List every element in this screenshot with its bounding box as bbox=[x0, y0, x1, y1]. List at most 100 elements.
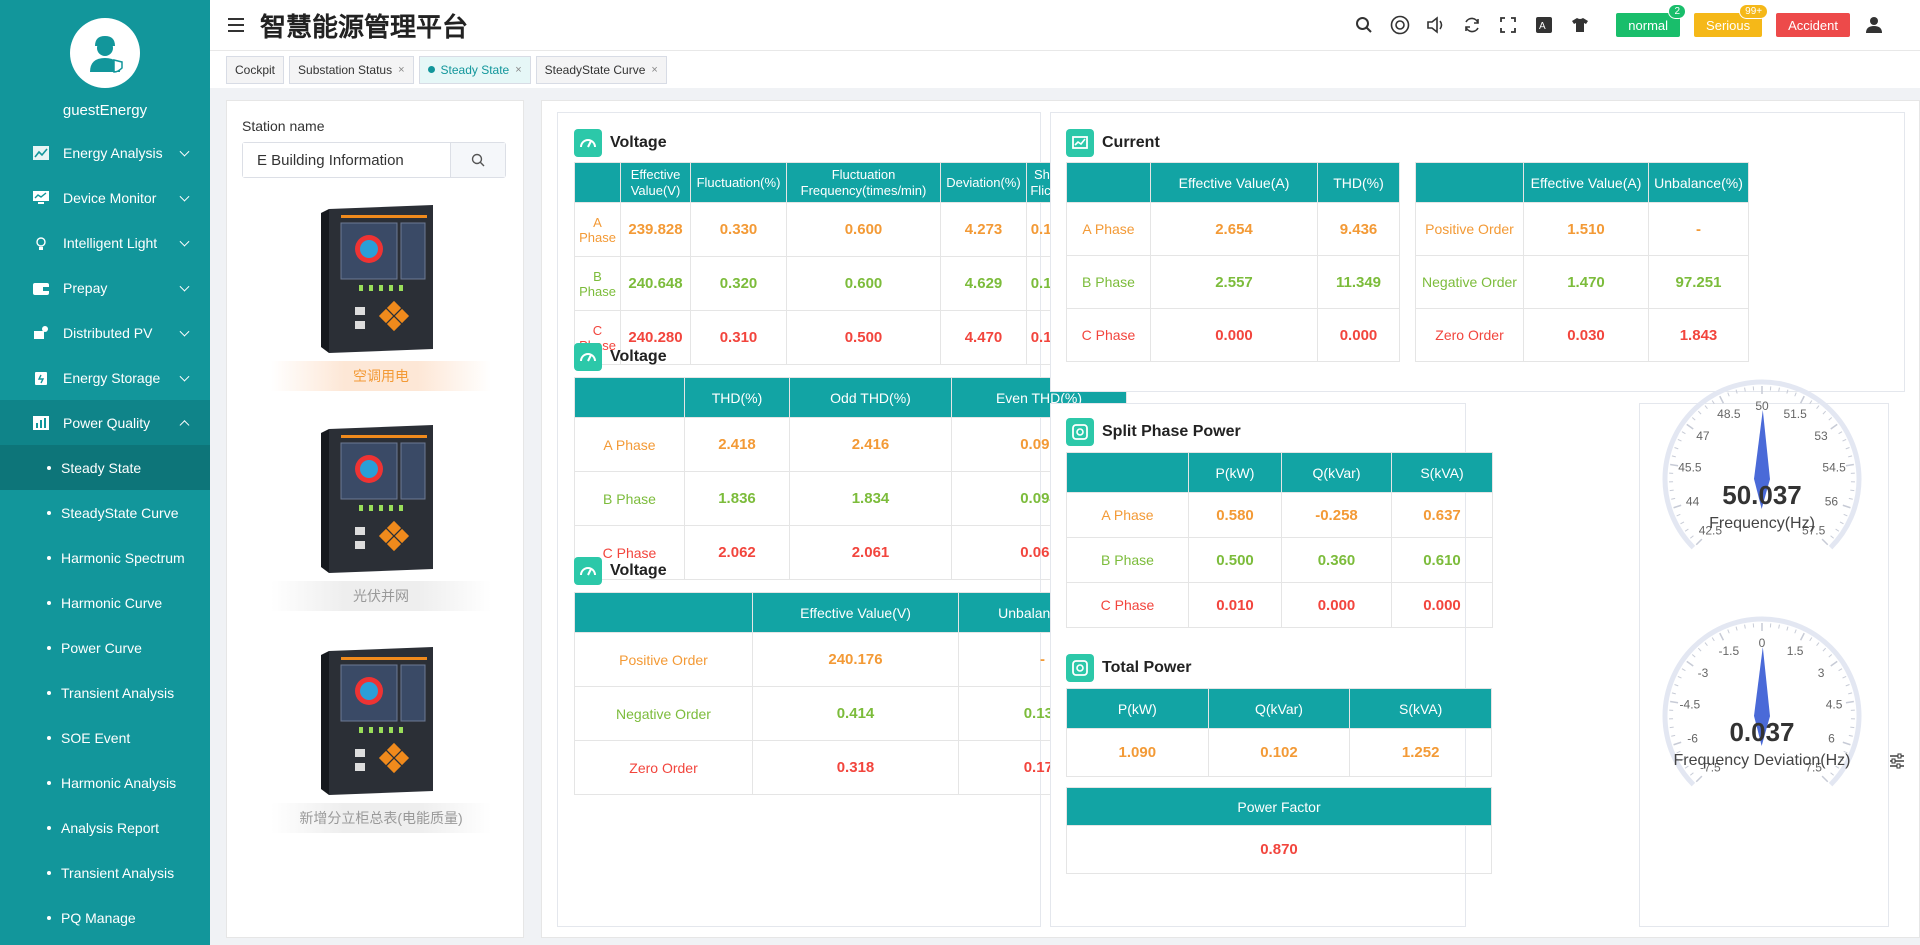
power-factor-header: Power Factor bbox=[1066, 787, 1492, 826]
settings-sliders-icon[interactable] bbox=[1889, 753, 1907, 771]
voltage-sequence-table: Effective Value(V) Unbalance(%) Positive O… bbox=[574, 592, 1127, 795]
tab-substation-status[interactable]: Substation Status × bbox=[289, 55, 414, 84]
table-cell: 0.000 bbox=[1317, 308, 1400, 362]
avatar[interactable] bbox=[70, 18, 140, 88]
search-icon[interactable] bbox=[1352, 13, 1376, 37]
voltage-title-3: Voltage bbox=[574, 557, 667, 585]
submenu-item-harmonic-analysis[interactable]: Harmonic Analysis bbox=[0, 760, 210, 805]
gauge-tick bbox=[1809, 637, 1813, 642]
current-title-text: Current bbox=[1102, 134, 1160, 151]
volume-icon[interactable] bbox=[1424, 13, 1448, 37]
gauge-tick bbox=[1842, 741, 1851, 746]
sidebar-item-device-monitor[interactable]: Device Monitor bbox=[0, 175, 210, 220]
gauge-tick bbox=[1674, 684, 1679, 687]
gauge-tick bbox=[1686, 423, 1694, 430]
gauge-tick bbox=[1695, 775, 1703, 783]
table-cell: 4.629 bbox=[940, 256, 1027, 311]
submenu-item-analysis-report[interactable]: Analysis Report bbox=[0, 805, 210, 850]
table-cell: 0.102 bbox=[1207, 728, 1351, 777]
gauge-tick bbox=[1850, 489, 1855, 492]
submenu-item-steady-state[interactable]: Steady State bbox=[0, 445, 210, 490]
station-search-input[interactable] bbox=[243, 143, 450, 177]
alarm-label: Accident bbox=[1788, 17, 1838, 33]
alarm-normal-button[interactable]: normal 2 bbox=[1616, 4, 1687, 37]
gauge-tick-label: -6 bbox=[1687, 732, 1698, 746]
theme-shirt-icon[interactable] bbox=[1568, 13, 1592, 37]
row-label: C Phase bbox=[1066, 308, 1151, 362]
table-cell: 0.030 bbox=[1523, 308, 1649, 362]
gauge-icon bbox=[574, 557, 602, 585]
submenu-item-harmonic-curve[interactable]: Harmonic Curve bbox=[0, 580, 210, 625]
meter-device-image bbox=[321, 419, 441, 579]
device-item[interactable]: 空调用电 bbox=[271, 199, 491, 391]
submenu-item-label: Steady State bbox=[61, 459, 142, 476]
gauge-tick bbox=[1669, 489, 1674, 492]
table-header-blank bbox=[1066, 162, 1151, 203]
sidebar-item-label: Power Quality bbox=[63, 414, 151, 431]
table-cell: 0.000 bbox=[1281, 582, 1392, 628]
tab-steadystate-curve[interactable]: SteadyState Curve × bbox=[535, 55, 667, 84]
table-row: Positive Order 1.510- bbox=[1415, 202, 1749, 256]
device-item[interactable]: 新增分立柜总表(电能质量) bbox=[271, 641, 491, 833]
gauge-tick bbox=[1735, 626, 1738, 631]
alarm-serious-button[interactable]: Serious 99+ bbox=[1694, 4, 1769, 37]
sidebar-item-prepay[interactable]: Prepay bbox=[0, 265, 210, 310]
total-power-table: P(kW) Q(kVar) S(kVA) 1.090 0.102 1.252 bbox=[1066, 688, 1492, 777]
table-cell: - bbox=[1648, 202, 1749, 256]
submenu-item-harmonic-spectrum[interactable]: Harmonic Spectrum bbox=[0, 535, 210, 580]
split-power-title: Split Phase Power bbox=[1066, 418, 1241, 446]
submenu-item-label: Analysis Report bbox=[61, 819, 160, 836]
table-header-blank bbox=[574, 592, 753, 633]
alarm-accident-button[interactable]: Accident bbox=[1776, 13, 1850, 37]
voltage-card: Voltage Effective Value(V) Fluctuation(%)… bbox=[557, 112, 1127, 927]
sidebar-item-energy-analysis[interactable]: Energy Analysis bbox=[0, 130, 210, 175]
chevron-down-icon bbox=[179, 236, 190, 247]
submenu-item-transient-analysis[interactable]: Transient Analysis bbox=[0, 850, 210, 895]
gauge-tick bbox=[1671, 455, 1676, 458]
sidebar-item-power-quality[interactable]: Power Quality bbox=[0, 400, 210, 445]
table-header: Effective Value(V) bbox=[620, 162, 691, 203]
gauge-tick bbox=[1670, 463, 1679, 467]
sidebar-item-distributed-pv[interactable]: Distributed PV bbox=[0, 310, 210, 355]
help-lifebuoy-icon[interactable] bbox=[1388, 13, 1412, 37]
close-icon[interactable]: × bbox=[651, 63, 658, 76]
gauge-tick bbox=[1848, 692, 1853, 695]
bullet-icon bbox=[47, 600, 51, 605]
gauge-tick bbox=[1848, 734, 1853, 737]
language-icon[interactable]: A bbox=[1532, 13, 1556, 37]
tab-steady-state[interactable]: Steady State × bbox=[418, 55, 531, 84]
close-icon[interactable]: × bbox=[515, 63, 522, 76]
sidebar-item-intelligent-light[interactable]: Intelligent Light bbox=[0, 220, 210, 265]
menu-toggle-icon[interactable] bbox=[228, 18, 244, 32]
gauge-tick-label: 51.5 bbox=[1783, 407, 1807, 421]
table-row: Zero Order 0.030 1.843 bbox=[1415, 308, 1749, 362]
main-panel: Voltage Effective Value(V) Fluctuation(%)… bbox=[541, 100, 1920, 938]
gauge-tick bbox=[1704, 642, 1708, 646]
close-icon[interactable]: × bbox=[398, 63, 405, 76]
user-icon[interactable] bbox=[1862, 13, 1886, 37]
gauge-tick bbox=[1850, 726, 1855, 729]
gauge-tick bbox=[1845, 447, 1850, 450]
gauge-ring bbox=[1662, 616, 1862, 787]
gauge-tick bbox=[1835, 528, 1840, 532]
gauge-tick-label: 0 bbox=[1759, 636, 1766, 650]
submenu-item-transient-analysis[interactable]: Transient Analysis bbox=[0, 670, 210, 715]
table-row: Negative Order 1.470 97.251 bbox=[1415, 255, 1749, 309]
submenu-item-power-curve[interactable]: Power Curve bbox=[0, 625, 210, 670]
table-header: Q(kVar) bbox=[1207, 688, 1351, 729]
submenu-item-pq-manage[interactable]: PQ Manage bbox=[0, 895, 210, 940]
table-header: P(kW) bbox=[1188, 452, 1282, 493]
submenu-item-steadystate-curve[interactable]: SteadyState Curve bbox=[0, 490, 210, 535]
gauge-tick bbox=[1680, 758, 1685, 762]
station-search-button[interactable] bbox=[450, 143, 505, 177]
table-cell: 2.062 bbox=[684, 525, 790, 580]
device-item[interactable]: 光伏并网 bbox=[271, 419, 491, 611]
refresh-icon[interactable] bbox=[1460, 13, 1484, 37]
gauge-tick-label: 56 bbox=[1825, 495, 1839, 509]
tab-cockpit[interactable]: Cockpit bbox=[226, 55, 285, 84]
sidebar-item-energy-storage[interactable]: Energy Storage bbox=[0, 355, 210, 400]
gauge-icon bbox=[574, 343, 602, 371]
submenu-item-soe-event[interactable]: SOE Event bbox=[0, 715, 210, 760]
meter-device-image bbox=[321, 199, 441, 359]
fullscreen-icon[interactable] bbox=[1496, 13, 1520, 37]
